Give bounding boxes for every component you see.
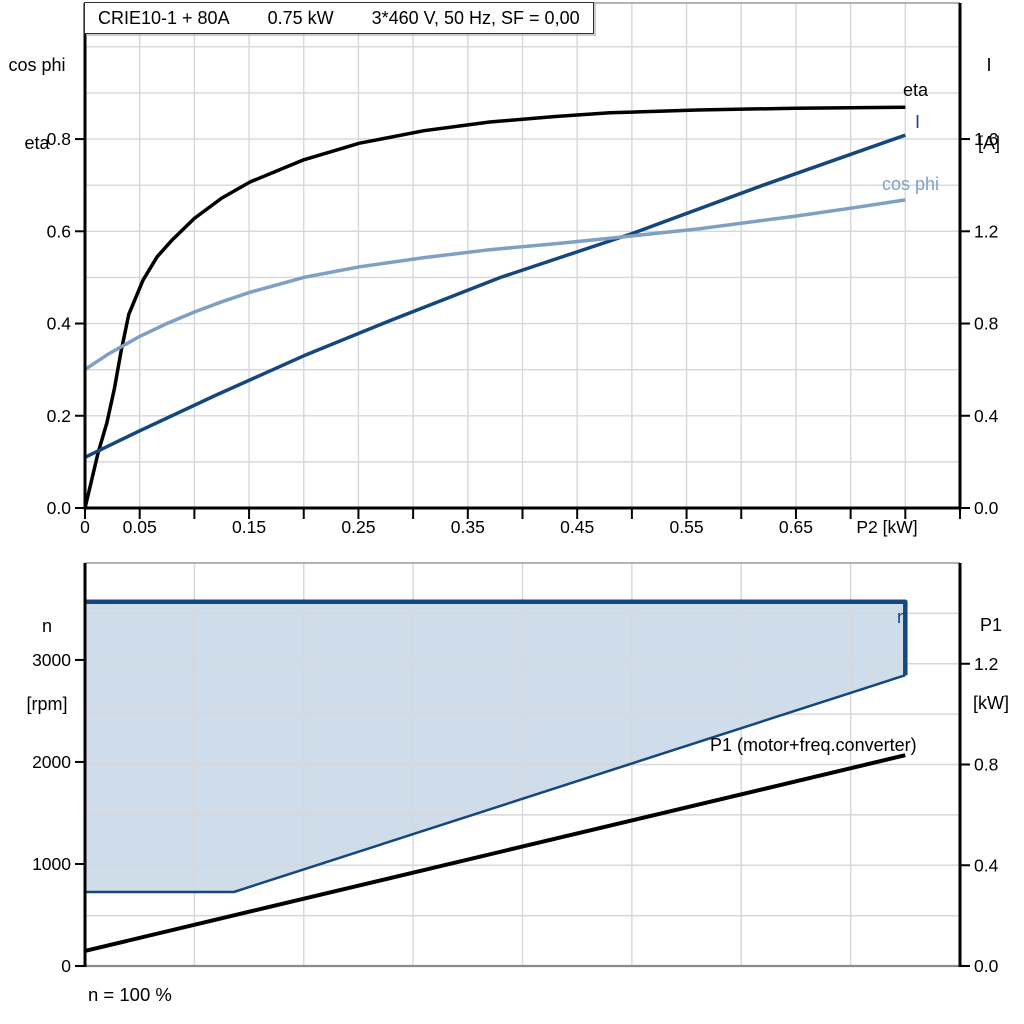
top-chart-left-tick-label: 0.6	[47, 221, 71, 241]
top-chart-x-tick-label: 0.45	[560, 517, 594, 537]
bottom-chart-left-tick-label: 3000	[32, 650, 71, 670]
top-chart-left-tick-label: 0.8	[47, 129, 71, 149]
top-chart-x-tick-label: 0.05	[123, 517, 157, 537]
bottom-chart-right-tick-label: 1.2	[974, 654, 998, 674]
top-chart-x-tick-label: 0.55	[670, 517, 704, 537]
speed-curve-label: n	[897, 607, 908, 627]
bottom-chart-left-tick-label: 2000	[32, 752, 71, 772]
bottom-chart-left-tick-label: 0	[61, 956, 71, 976]
bottom-right-axis-title: P1 [kW]	[962, 560, 1020, 768]
top-chart-x-tick-label: 0.25	[341, 517, 375, 537]
top-chart-right-tick-label: 1.6	[974, 129, 998, 149]
n-min-curve	[85, 674, 906, 894]
top-chart-left-tick-label: 0.0	[47, 498, 72, 518]
bottom-chart-right-tick-label: 0.8	[974, 755, 998, 775]
I-curve	[84, 133, 906, 459]
current-axis-unit: [A]	[977, 133, 1000, 153]
speed-operating-range	[85, 601, 906, 892]
top-left-axis-title: cos phi eta	[4, 0, 70, 208]
x-axis-unit-label: P2 [kW]	[856, 517, 917, 537]
top-chart-left-tick-label: 0.4	[47, 314, 72, 334]
top-chart-right-tick-label: 0.0	[974, 498, 999, 518]
bottom-chart-right-tick-label: 0.0	[974, 956, 999, 976]
bottom-chart-right-tick-label: 0.4	[974, 855, 999, 875]
top-chart-x-tick-label: 0.15	[232, 517, 266, 537]
top-chart-right-tick-label: 0.8	[974, 314, 998, 334]
top-chart-x-tick-label: 0.65	[779, 517, 813, 537]
bottom-chart-left-tick-label: 1000	[32, 854, 71, 874]
current-axis-title: I	[986, 55, 992, 75]
top-chart-x-tick-label: 0.35	[451, 517, 485, 537]
cos-phi-curve-label: cos phi	[882, 174, 940, 194]
eta-axis-title: eta	[24, 133, 50, 153]
p1-axis-unit: [kW]	[973, 693, 1009, 713]
top-right-axis-title: I [A]	[960, 0, 1018, 208]
top-chart-right-tick-label: 0.4	[974, 406, 999, 426]
chart-title-box: CRIE10-1 + 80A 0.75 kW 3*460 V, 50 Hz, S…	[84, 2, 594, 34]
speed-axis-unit: [rpm]	[26, 694, 68, 714]
p1-curve-label: P1 (motor+freq.converter)	[710, 735, 917, 755]
top-chart-x-tick-label: 0	[80, 517, 90, 537]
title-model: CRIE10-1 + 80A	[98, 7, 230, 28]
speed-axis-title: n	[41, 616, 52, 636]
top-chart-left-tick-label: 0.2	[47, 406, 71, 426]
top-chart-right-tick-label: 1.2	[974, 221, 998, 241]
current-curve-label: I	[915, 112, 921, 132]
n-max-curve	[85, 599, 908, 676]
cos-phi-axis-title: cos phi	[8, 55, 66, 75]
p1-axis-title: P1	[979, 615, 1003, 635]
bottom-left-axis-title: n [rpm]	[14, 561, 80, 769]
P1-curve	[84, 753, 906, 953]
speed-100-percent-footnote: n = 100 %	[88, 984, 172, 1005]
eta-curve	[83, 105, 906, 509]
title-rated-power: 0.75 kW	[267, 7, 334, 28]
title-electrical-data: 3*460 V, 50 Hz, SF = 0,00	[371, 7, 580, 28]
cos phi-curve	[84, 198, 906, 372]
eta-curve-label: eta	[903, 80, 929, 100]
